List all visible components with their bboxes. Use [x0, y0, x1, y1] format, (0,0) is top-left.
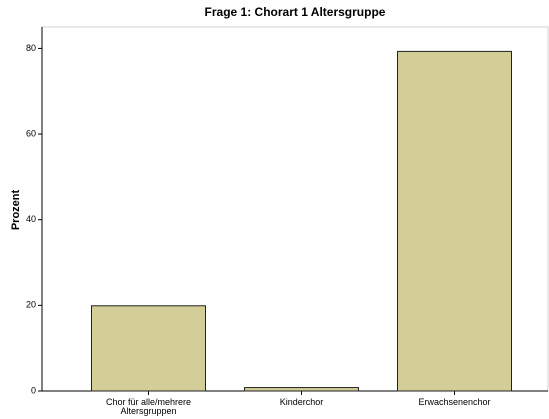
x-tick-label: Kinderchor: [279, 397, 324, 407]
y-tick-label: 60: [26, 128, 36, 138]
y-tick-label: 20: [26, 300, 36, 310]
y-tick-label: 40: [26, 214, 36, 224]
y-axis-label: Prozent: [10, 189, 22, 230]
y-tick-label: 80: [26, 43, 36, 53]
bar: [397, 50, 512, 392]
chart-title: Frage 1: Chorart 1 Altersgruppe: [205, 5, 386, 19]
x-tick-label: Chor für alle/mehrere Altersgruppen: [105, 397, 192, 416]
x-tick-label: Erwachsenenchor: [418, 397, 491, 407]
bar: [244, 387, 359, 392]
y-tick-label: 0: [31, 385, 36, 395]
bar: [91, 305, 206, 392]
